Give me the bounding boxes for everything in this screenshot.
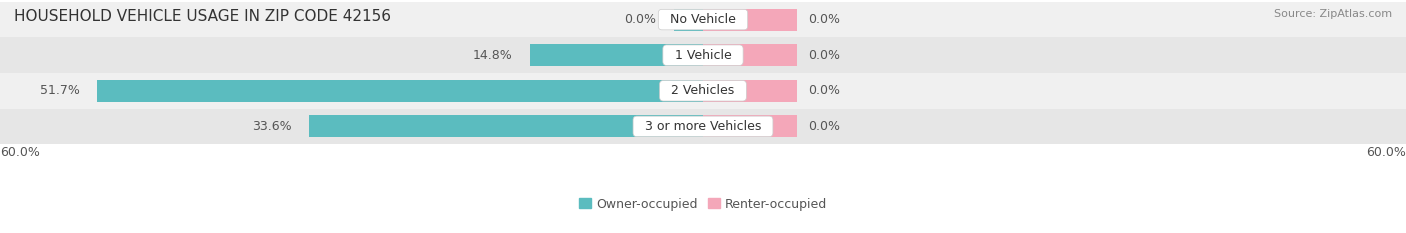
Bar bbox=[0, 2, 1406, 37]
Bar bbox=[309, 115, 703, 137]
Text: 14.8%: 14.8% bbox=[472, 49, 512, 62]
Text: 0.0%: 0.0% bbox=[808, 49, 841, 62]
Bar bbox=[97, 80, 703, 102]
Text: 1 Vehicle: 1 Vehicle bbox=[666, 49, 740, 62]
Bar bbox=[703, 9, 797, 31]
Legend: Owner-occupied, Renter-occupied: Owner-occupied, Renter-occupied bbox=[574, 193, 832, 216]
Text: 2 Vehicles: 2 Vehicles bbox=[664, 84, 742, 97]
Bar bbox=[0, 73, 1406, 109]
Text: 0.0%: 0.0% bbox=[808, 13, 841, 26]
Text: Source: ZipAtlas.com: Source: ZipAtlas.com bbox=[1274, 9, 1392, 19]
Text: 60.0%: 60.0% bbox=[0, 146, 39, 159]
Text: HOUSEHOLD VEHICLE USAGE IN ZIP CODE 42156: HOUSEHOLD VEHICLE USAGE IN ZIP CODE 4215… bbox=[14, 9, 391, 24]
Text: 51.7%: 51.7% bbox=[39, 84, 80, 97]
Bar bbox=[703, 80, 797, 102]
Bar bbox=[703, 44, 797, 66]
Text: 60.0%: 60.0% bbox=[1367, 146, 1406, 159]
Bar bbox=[530, 44, 703, 66]
Bar bbox=[673, 9, 703, 31]
Bar bbox=[0, 37, 1406, 73]
Text: 0.0%: 0.0% bbox=[808, 84, 841, 97]
Text: 0.0%: 0.0% bbox=[808, 120, 841, 133]
Text: 0.0%: 0.0% bbox=[624, 13, 657, 26]
Bar bbox=[0, 109, 1406, 144]
Text: 3 or more Vehicles: 3 or more Vehicles bbox=[637, 120, 769, 133]
Text: 33.6%: 33.6% bbox=[252, 120, 291, 133]
Bar bbox=[703, 115, 797, 137]
Text: No Vehicle: No Vehicle bbox=[662, 13, 744, 26]
